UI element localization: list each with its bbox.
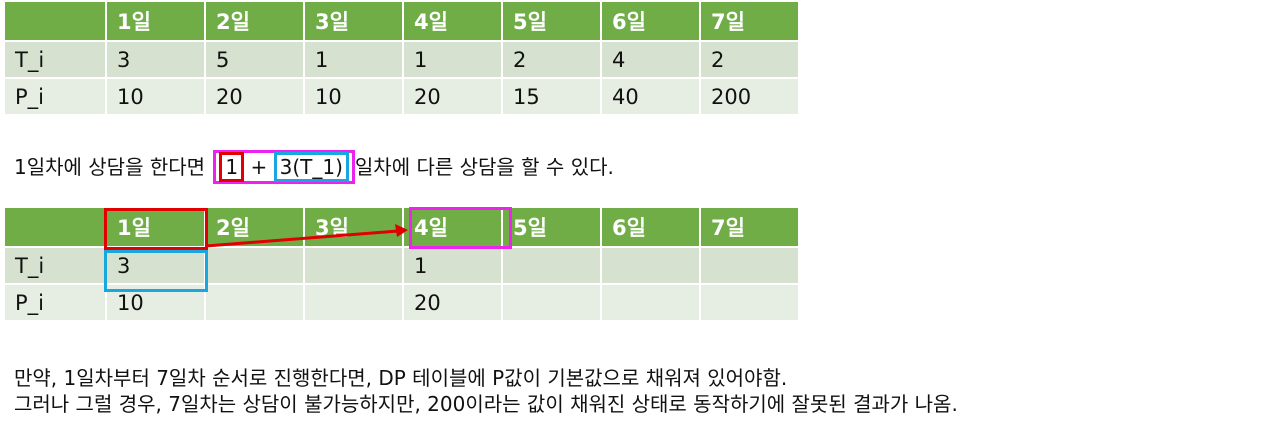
table-cell: 10 bbox=[305, 79, 402, 116]
table-cell: 1 bbox=[404, 42, 501, 79]
table-cell: 2일 bbox=[206, 208, 303, 248]
table-row: P_i 10 20 bbox=[5, 285, 798, 322]
table-cell: 2 bbox=[503, 42, 600, 79]
table-cell: 4 bbox=[602, 42, 699, 79]
table-row: P_i 10 20 10 20 15 40 200 bbox=[5, 79, 798, 116]
header-row: 1일 2일 3일 4일 5일 6일 7일 bbox=[5, 208, 798, 248]
table-cell: 200 bbox=[701, 79, 798, 116]
table-cell: P_i bbox=[5, 285, 105, 322]
duration-value: 3(T_1) bbox=[273, 152, 349, 182]
table-cell: 3일 bbox=[305, 2, 402, 42]
table-cell: 20 bbox=[404, 79, 501, 116]
table-cell: 3 bbox=[107, 42, 204, 79]
table-cell: 15 bbox=[503, 79, 600, 116]
table-cell bbox=[5, 208, 105, 248]
table-cell bbox=[602, 285, 699, 322]
table-cell: 2 bbox=[701, 42, 798, 79]
table-cell: T_i bbox=[5, 248, 105, 285]
table-cell: 5일 bbox=[503, 2, 600, 42]
table-cell: 2일 bbox=[206, 2, 303, 42]
table-cell: 4일 bbox=[404, 208, 501, 248]
table-cell: 5 bbox=[206, 42, 303, 79]
table-cell: 1 bbox=[404, 248, 501, 285]
day-value: 1 bbox=[219, 152, 245, 182]
table-cell bbox=[701, 248, 798, 285]
table-cell bbox=[701, 285, 798, 322]
header-row: 1일 2일 3일 4일 5일 6일 7일 bbox=[5, 2, 798, 42]
table-cell: 5일 bbox=[503, 208, 600, 248]
dp-example-table: 1일 2일 3일 4일 5일 6일 7일 T_i 3 1 P_i 10 20 bbox=[3, 208, 800, 322]
table-row: T_i 3 1 bbox=[5, 248, 798, 285]
explanation-sentence: 1일차에 상담을 한다면 1 + 3(T_1) 일차에 다른 상담을 할 수 있다… bbox=[14, 150, 614, 184]
note-line-1: 만약, 1일차부터 7일차 순서로 진행한다면, DP 테이블에 P값이 기본값… bbox=[14, 366, 788, 390]
table-cell bbox=[602, 248, 699, 285]
table-cell: 6일 bbox=[602, 208, 699, 248]
table-cell bbox=[206, 285, 303, 322]
table-cell: P_i bbox=[5, 79, 105, 116]
table-cell: T_i bbox=[5, 42, 105, 79]
table-cell bbox=[503, 248, 600, 285]
table-cell bbox=[503, 285, 600, 322]
table-cell: 20 bbox=[206, 79, 303, 116]
table-cell: 20 bbox=[404, 285, 501, 322]
table-cell bbox=[305, 285, 402, 322]
table-cell bbox=[305, 248, 402, 285]
table-cell: 40 bbox=[602, 79, 699, 116]
sentence-after: 일차에 다른 상담을 할 수 있다. bbox=[354, 155, 614, 179]
table-cell: 1 bbox=[305, 42, 402, 79]
table-cell: 3 bbox=[107, 248, 204, 285]
note-line-2: 그러나 그럴 경우, 7일차는 상담이 불가능하지만, 200이라는 값이 채워… bbox=[14, 392, 958, 416]
table-cell: 7일 bbox=[701, 2, 798, 42]
table-cell: 4일 bbox=[404, 2, 501, 42]
table-cell: 1일 bbox=[107, 2, 204, 42]
sentence-before: 1일차에 상담을 한다면 bbox=[14, 155, 206, 179]
table-cell: 10 bbox=[107, 79, 204, 116]
schedule-table: 1일 2일 3일 4일 5일 6일 7일 T_i 3 5 1 1 2 4 2 P_i 10 20 10 20 15 40 2… bbox=[3, 2, 800, 116]
table-cell: 7일 bbox=[701, 208, 798, 248]
table-row: T_i 3 5 1 1 2 4 2 bbox=[5, 42, 798, 79]
table-cell bbox=[5, 2, 105, 42]
table-cell: 6일 bbox=[602, 2, 699, 42]
table-cell bbox=[206, 248, 303, 285]
plus-sign: + bbox=[250, 155, 268, 179]
